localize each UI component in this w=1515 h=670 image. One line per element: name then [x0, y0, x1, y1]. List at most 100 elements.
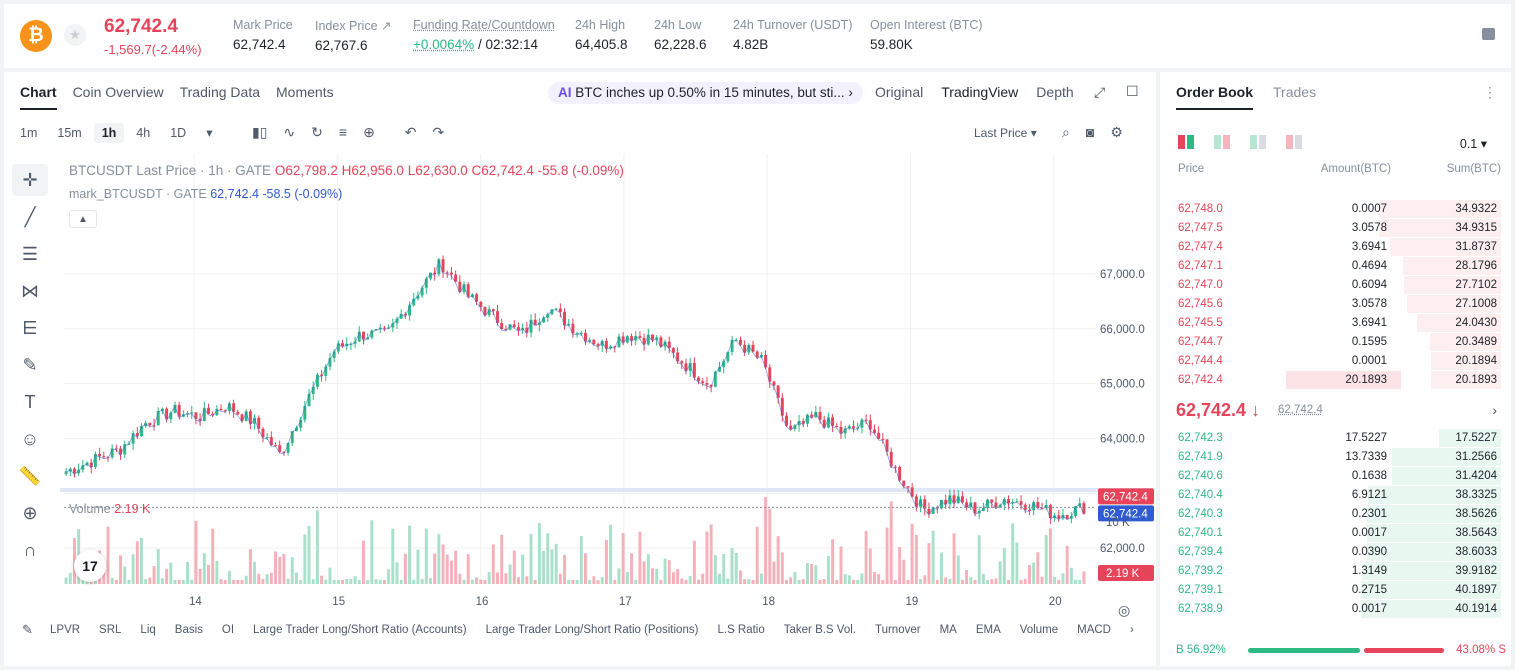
- stat-index-price[interactable]: Index Price ↗ 62,767.6: [315, 18, 391, 53]
- ask-row[interactable]: 62,748.0 0.0007 34.9322: [1160, 200, 1511, 219]
- bid-row[interactable]: 62,741.9 13.7339 31.2566: [1160, 448, 1511, 467]
- ask-row[interactable]: 62,747.1 0.4694 28.1796: [1160, 257, 1511, 276]
- depth-bar: [1379, 219, 1501, 237]
- view-tradingview[interactable]: TradingView: [941, 84, 1019, 100]
- alert-icon[interactable]: ⊕: [363, 124, 375, 140]
- indicator-0[interactable]: LPVR: [50, 624, 81, 636]
- ask-row[interactable]: 62,747.4 3.6941 31.8737: [1160, 238, 1511, 257]
- indicator-10[interactable]: MA: [939, 624, 957, 636]
- redo-icon[interactable]: ↷: [432, 124, 445, 140]
- bid-row[interactable]: 62,740.1 0.0017 38.5643: [1160, 524, 1511, 543]
- interval-dropdown-icon[interactable]: ▾: [206, 126, 213, 140]
- horizontal-lines-icon[interactable]: ☰: [21, 244, 39, 264]
- expand-icon[interactable]: ⤢: [1094, 84, 1106, 100]
- order-price: 62,747.0: [1178, 279, 1223, 291]
- indicator-11[interactable]: EMA: [975, 624, 1001, 636]
- edit-indicators-icon[interactable]: ✎: [22, 622, 33, 637]
- settings-gear-icon[interactable]: ⚙: [1110, 124, 1123, 140]
- indicator-2[interactable]: Liq: [140, 624, 156, 636]
- candle-body: [843, 428, 847, 434]
- ask-row[interactable]: 62,747.5 3.0578 34.9315: [1160, 219, 1511, 238]
- tab-trades[interactable]: Trades: [1273, 84, 1317, 100]
- camera-icon[interactable]: ◙: [1085, 124, 1095, 140]
- fib-icon[interactable]: ⋿: [22, 318, 38, 338]
- price-chart[interactable]: 67,000.0 66,000.0 65,000.0 64,000.0 62,000.0…: [60, 154, 1154, 614]
- chevron-right-icon[interactable]: ›: [1129, 624, 1134, 636]
- favorite-star-icon[interactable]: ★: [64, 24, 86, 46]
- volume-bar: [416, 549, 420, 584]
- ruler-icon[interactable]: 📏: [18, 466, 42, 486]
- templates-icon[interactable]: ≡: [338, 124, 348, 140]
- indicator-3[interactable]: Basis: [174, 624, 203, 636]
- candle-type-icon[interactable]: ▮▯: [252, 124, 268, 140]
- view-asks-icon[interactable]: [1286, 135, 1302, 149]
- undo-icon[interactable]: ↶: [404, 124, 417, 140]
- interval-4h[interactable]: 4h: [136, 125, 151, 140]
- ask-row[interactable]: 62,744.7 0.1595 20.3489: [1160, 333, 1511, 352]
- view-bids-icon[interactable]: [1250, 135, 1266, 149]
- interval-1h[interactable]: 1h: [93, 122, 125, 143]
- indicator-5[interactable]: Large Trader Long/Short Ratio (Accounts): [253, 624, 467, 636]
- indicator-12[interactable]: Volume: [1019, 624, 1059, 636]
- bid-row[interactable]: 62,740.4 6.9121 38.3325: [1160, 486, 1511, 505]
- magnet-icon[interactable]: ∩: [23, 540, 37, 560]
- text-tool-icon[interactable]: T: [24, 392, 36, 412]
- chevron-right-icon[interactable]: ›: [1492, 402, 1497, 418]
- ask-row[interactable]: 62,747.0 0.6094 27.7102: [1160, 276, 1511, 295]
- bid-row[interactable]: 62,740.6 0.1638 31.4204: [1160, 467, 1511, 486]
- view-both-alt-icon[interactable]: [1214, 135, 1230, 149]
- replay-icon[interactable]: ↻: [311, 124, 323, 140]
- interval-15m[interactable]: 15m: [57, 125, 82, 140]
- order-price: 62,738.9: [1178, 603, 1223, 615]
- indicators-icon[interactable]: ∿: [283, 124, 296, 140]
- tab-coin-overview[interactable]: Coin Overview: [72, 84, 164, 100]
- stat-open-interest: Open Interest (BTC) 59.80K: [870, 18, 983, 52]
- bid-row[interactable]: 62,740.3 0.2301 38.5626: [1160, 505, 1511, 524]
- tab-chart[interactable]: Chart: [20, 84, 57, 110]
- interval-1m[interactable]: 1m: [20, 125, 38, 140]
- crosshair-icon[interactable]: ✛: [12, 164, 48, 196]
- bid-row[interactable]: 62,739.2 1.3149 39.9182: [1160, 562, 1511, 581]
- more-options-icon[interactable]: ⋮: [1483, 84, 1497, 100]
- interval-1d[interactable]: 1D: [170, 125, 187, 140]
- price-type-select[interactable]: Last Price ▾: [974, 126, 1037, 140]
- bid-row[interactable]: 62,738.9 0.0017 40.1914: [1160, 600, 1511, 619]
- ask-row[interactable]: 62,745.5 3.6941 24.0430: [1160, 314, 1511, 333]
- bid-row[interactable]: 62,742.3 17.5227 17.5227: [1160, 429, 1511, 448]
- search-icon[interactable]: ⌕: [1062, 124, 1070, 140]
- volume-bar: [1057, 579, 1061, 584]
- collapse-legend-button[interactable]: ▲: [69, 210, 97, 228]
- indicator-8[interactable]: Taker B.S Vol.: [783, 624, 856, 636]
- indicator-13[interactable]: MACD: [1077, 624, 1111, 636]
- indicator-7[interactable]: L.S Ratio: [717, 624, 765, 636]
- view-original[interactable]: Original: [875, 84, 924, 100]
- indicator-4[interactable]: OI: [221, 624, 235, 636]
- brush-icon[interactable]: ✎: [22, 355, 38, 375]
- reset-view-icon[interactable]: ◎: [1118, 602, 1131, 618]
- emoji-icon[interactable]: ☺: [20, 429, 40, 449]
- zoom-in-icon[interactable]: ⊕: [22, 503, 38, 523]
- indicator-1[interactable]: SRL: [99, 624, 122, 636]
- bitcoin-logo-icon: ₿: [20, 20, 52, 52]
- tab-trading-data[interactable]: Trading Data: [179, 84, 261, 100]
- trendline-icon[interactable]: ╱: [24, 207, 36, 227]
- precision-select[interactable]: 0.1 ▾: [1459, 137, 1487, 151]
- book-icon[interactable]: [1482, 28, 1495, 40]
- volume-bar: [940, 552, 943, 584]
- bid-row[interactable]: 62,739.1 0.2715 40.1897: [1160, 581, 1511, 600]
- indicator-9[interactable]: Turnover: [874, 624, 921, 636]
- view-both-icon[interactable]: [1178, 135, 1194, 149]
- tab-moments[interactable]: Moments: [276, 84, 334, 100]
- ask-row[interactable]: 62,745.6 3.0578 27.1008: [1160, 295, 1511, 314]
- news-ticker[interactable]: AI BTC inches up 0.50% in 15 minutes, bu…: [548, 82, 863, 104]
- pattern-icon[interactable]: ⋈: [21, 281, 39, 301]
- bid-row[interactable]: 62,739.4 0.0390 38.6033: [1160, 543, 1511, 562]
- candle-body: [89, 462, 93, 468]
- ask-row[interactable]: 62,742.4 20.1893 20.1893: [1160, 371, 1511, 390]
- tab-order-book[interactable]: Order Book: [1176, 84, 1254, 110]
- ask-row[interactable]: 62,744.4 0.0001 20.1894: [1160, 352, 1511, 371]
- view-depth[interactable]: Depth: [1036, 84, 1074, 100]
- indicator-6[interactable]: Large Trader Long/Short Ratio (Positions…: [485, 624, 699, 636]
- chart-legend: BTCUSDT Last Price · 1h · GATE O62,798.2…: [69, 163, 624, 178]
- window-icon[interactable]: ☐: [1126, 83, 1139, 99]
